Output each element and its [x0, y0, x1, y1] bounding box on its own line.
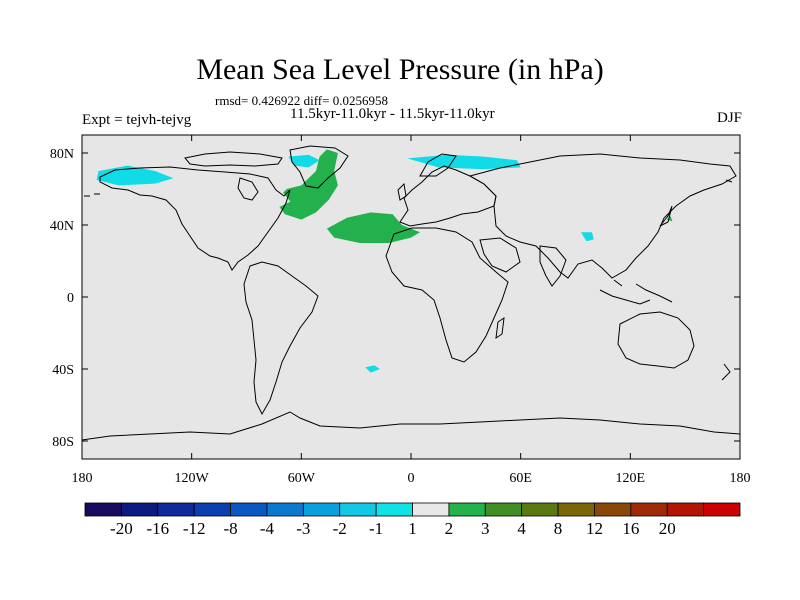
y-tick-label: 40S: [52, 363, 74, 378]
coast-indonesia: [599, 279, 673, 305]
colorbar-swatch: [630, 502, 668, 517]
anomaly-region-baffin-bay: [288, 154, 320, 168]
colorbar-label: -8: [223, 519, 237, 538]
anomaly-region-alaska-bering: [96, 165, 174, 186]
x-tick-label: 60W: [288, 471, 316, 486]
coast-australia: [617, 311, 695, 369]
latitude-ticks: 80N 40N 0 40S 80S: [50, 147, 740, 450]
colorbar-label: 16: [622, 519, 639, 538]
coast-arabia: [479, 237, 521, 273]
coast-scandinavia: [419, 153, 457, 177]
colorbar-label: 1: [408, 519, 417, 538]
colorbar-swatch: [521, 502, 559, 517]
colorbar-label: 3: [481, 519, 490, 538]
colorbar-swatch: [84, 502, 122, 517]
colorbar-label: -20: [110, 519, 133, 538]
coast-north-america: [99, 166, 291, 271]
colorbar-swatch: [557, 502, 595, 517]
colorbar-label: -12: [183, 519, 206, 538]
colorbar-swatch: [339, 502, 377, 517]
anomaly-region-south-atlantic: [365, 365, 380, 373]
colorbar: -20 -16 -12 -8 -4 -3 -2 -1 1 2 3 4 8 12 16 20: [84, 502, 741, 538]
coast-south-america: [243, 261, 319, 416]
y-tick-label: 80N: [50, 147, 74, 162]
colorbar-swatch: [412, 502, 450, 517]
experiment-label: Expt = tejvh-tejvg: [82, 112, 192, 128]
colorbar-swatch: [448, 502, 486, 517]
colorbar-label: -2: [333, 519, 347, 538]
colorbar-swatch: [703, 502, 741, 517]
colorbar-label: -4: [260, 519, 275, 538]
coast-asia: [468, 153, 737, 279]
period-subtitle: 11.5kyr-11.0kyr - 11.5kyr-11.0kyr: [290, 106, 495, 122]
coast-africa: [385, 227, 509, 363]
anomaly-region-barents-kara: [407, 154, 521, 170]
x-tick-label: 0: [408, 471, 415, 486]
coast-new-zealand: [721, 363, 731, 381]
x-tick-label: 180: [72, 471, 93, 486]
colorbar-swatch: [120, 502, 159, 517]
colorbar-label: 8: [554, 519, 563, 538]
x-tick-label: 60E: [509, 471, 532, 486]
map-title: Mean Sea Level Pressure (in hPa): [196, 53, 604, 86]
map-plot-area: [82, 135, 740, 459]
coast-aleutians: [84, 179, 733, 197]
colorbar-swatch: [230, 502, 268, 517]
coast-antarctica: [81, 411, 741, 441]
anomaly-regions: [96, 149, 673, 373]
colorbar-swatch: [157, 502, 195, 517]
coast-japan: [659, 205, 673, 227]
y-tick-label: 40N: [50, 219, 74, 234]
coast-madagascar: [495, 316, 505, 340]
colorbar-swatch: [484, 502, 523, 517]
colorbar-label: 4: [517, 519, 526, 538]
anomaly-region-subtropical-atlantic-iberia: [326, 212, 421, 243]
longitude-ticks: 180 120W 60W 0 60E 120E 180: [72, 135, 751, 486]
y-tick-label: 0: [67, 291, 74, 306]
colorbar-label: 12: [586, 519, 603, 538]
colorbar-swatch: [302, 502, 341, 517]
coast-arctic-islands: [184, 151, 283, 167]
colorbar-swatch: [666, 502, 705, 517]
colorbar-swatch: [266, 502, 304, 517]
coast-greenland: [289, 145, 349, 189]
colorbar-swatch: [193, 502, 231, 517]
colorbar-label: -16: [146, 519, 169, 538]
coast-hudson-bay: [237, 177, 259, 201]
colorbar-label: 20: [659, 519, 676, 538]
x-tick-label: 120W: [175, 471, 210, 486]
anomaly-region-north-atlantic-greenland: [279, 149, 338, 220]
coast-british-isles: [397, 182, 407, 201]
anomaly-region-central-asia: [581, 232, 594, 242]
x-tick-label: 120E: [616, 471, 646, 486]
rmsd-diff-stats: rmsd= 0.426922 diff= 0.0256958: [215, 93, 388, 108]
coast-india: [539, 245, 567, 287]
colorbar-label: -1: [369, 519, 383, 538]
x-tick-label: 180: [730, 471, 751, 486]
y-tick-label: 80S: [52, 435, 74, 450]
colorbar-swatch: [375, 502, 413, 517]
colorbar-swatch: [594, 502, 632, 517]
season-label: DJF: [716, 110, 742, 126]
coastlines: [81, 145, 741, 441]
colorbar-label: -3: [296, 519, 310, 538]
colorbar-label: 2: [445, 519, 454, 538]
